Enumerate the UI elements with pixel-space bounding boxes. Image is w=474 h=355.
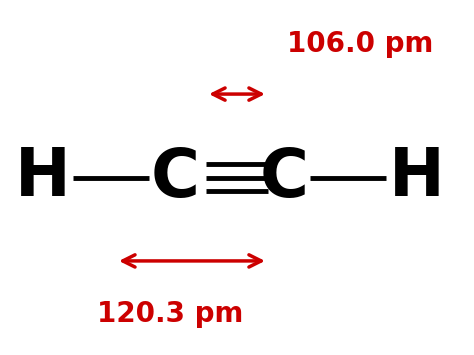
Text: H: H — [15, 144, 71, 211]
Text: H: H — [389, 144, 445, 211]
Text: 120.3 pm: 120.3 pm — [98, 300, 244, 328]
Text: C: C — [151, 144, 200, 211]
Text: C: C — [260, 144, 309, 211]
Text: 106.0 pm: 106.0 pm — [287, 31, 433, 58]
